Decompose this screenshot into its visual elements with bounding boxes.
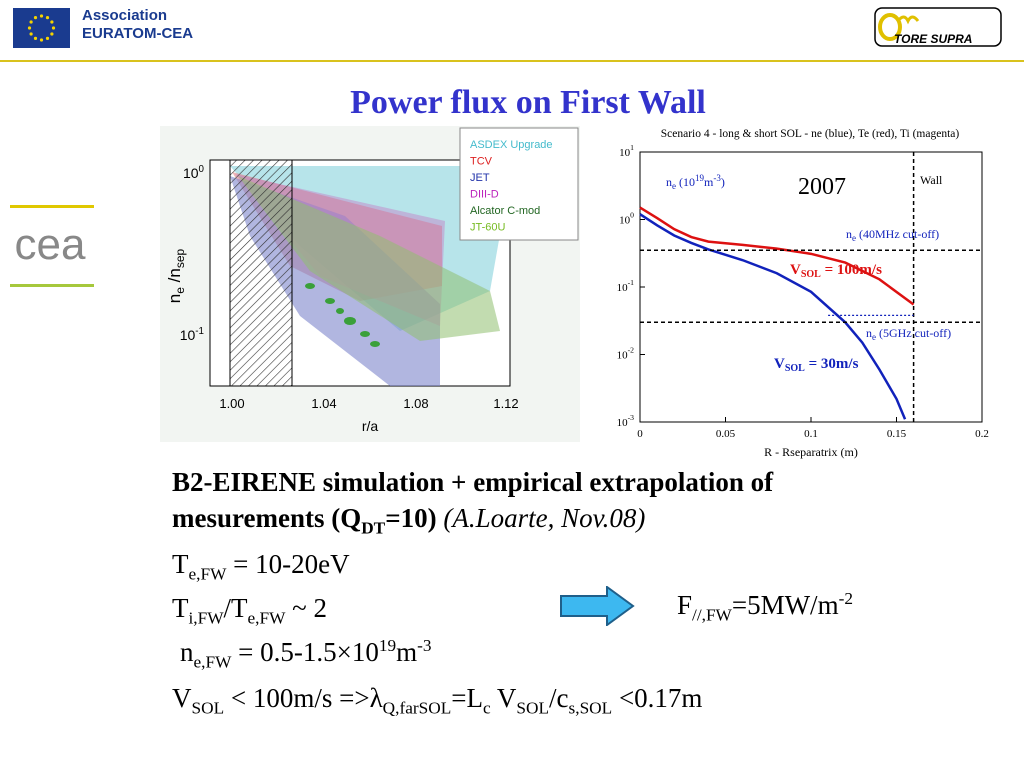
- chart-ytick-label: 10-1: [617, 278, 635, 294]
- eu-star-icon: [45, 36, 50, 40]
- left-xtick-label: 1.12: [493, 396, 518, 411]
- cutoff-40mhz-label: ne (40MHz cut-off): [846, 227, 939, 243]
- year-label: 2007: [798, 174, 846, 200]
- chart-xtick-label: 0.05: [716, 428, 736, 440]
- eu-star-icon: [29, 32, 33, 36]
- eu-star-icon: [51, 26, 56, 30]
- right-chart: Scenario 4 - long & short SOL - ne (blue…: [617, 128, 989, 459]
- association-label: Association EURATOM-CEA: [82, 7, 193, 43]
- chart-ytick-label: 100: [619, 211, 634, 227]
- te-fw-line: Te,FW = 10-20eV: [172, 549, 350, 584]
- ne-fw-line: ne,FW = 0.5-1.5×1019m-3: [180, 636, 432, 672]
- chart-xtick-label: 0.1: [804, 428, 818, 440]
- chart-ytick-label: 101: [619, 143, 634, 159]
- left-ytick-label: 100: [183, 164, 205, 181]
- body-line-2: mesurements (QDT=10) (A.Loarte, Nov.08): [172, 503, 646, 538]
- chart-plot-area: [639, 151, 983, 423]
- association-line-2: EURATOM-CEA: [82, 25, 194, 42]
- scatter-bands: [229, 160, 505, 386]
- flux-result: F//,FW=5MW/m-2: [677, 589, 853, 625]
- ti-te-ratio-line: Ti,FW/Te,FW ~ 2: [172, 593, 328, 628]
- cea-logo-text: cea: [15, 220, 86, 269]
- legend-entry: DIII-D: [470, 189, 499, 201]
- chart-title: Scenario 4 - long & short SOL - ne (blue…: [661, 128, 960, 140]
- left-xtick-label: 1.04: [311, 396, 336, 411]
- chart-xtick-label: 0.15: [887, 428, 907, 440]
- header-rule: [0, 60, 1024, 62]
- legend-entry: Alcator C-mod: [470, 205, 540, 217]
- right-arrow-icon: [560, 586, 635, 626]
- association-line-1: Association: [82, 7, 168, 24]
- legend-entry: JET: [470, 172, 490, 184]
- eu-star-icon: [29, 20, 33, 24]
- wall-label: Wall: [920, 173, 943, 187]
- chart-ytick-label: 10-2: [617, 346, 635, 362]
- chart-xtick-label: 0: [637, 428, 643, 440]
- left-xtick-label: 1.08: [403, 396, 428, 411]
- eu-star-icon: [33, 16, 38, 20]
- ne-unit-label: ne (1019m-3): [666, 173, 725, 191]
- eu-star-icon: [45, 16, 50, 20]
- eu-star-icon: [39, 38, 44, 42]
- left-ylabel: ne /nsep: [165, 248, 187, 303]
- eu-star-icon: [27, 26, 32, 30]
- vsol-100-label: VSOL = 100m/s: [790, 262, 882, 280]
- series-line-blue: [639, 213, 907, 420]
- slide-title: Power flux on First Wall: [350, 84, 706, 121]
- legend-entry: TCV: [470, 156, 493, 168]
- vsol-lambda-line: VSOL < 100m/s =>λQ,farSOL=Lc VSOL/cs,SOL…: [172, 683, 703, 718]
- cea-logo: cea: [10, 205, 94, 287]
- vsol-30-label: VSOL = 30m/s: [774, 356, 859, 374]
- chart-xlabel: R - Rseparatrix (m): [764, 445, 858, 459]
- left-figure: 100 10-1 1.00 1.04 1.08 1.12 r/a ne /nsep AS…: [160, 126, 580, 442]
- cutoff-5ghz-label: ne (5GHz cut-off): [866, 326, 951, 342]
- left-ytick-label: 10-1: [180, 326, 204, 343]
- body-line-1: B2-EIRENE simulation + empirical extrapo…: [172, 467, 774, 497]
- left-legend: ASDEX Upgrade TCV JET DIII-D Alcator C-mod JT…: [459, 127, 579, 241]
- left-xlabel: r/a: [362, 418, 379, 434]
- chart-ytick-label: 10-3: [617, 413, 635, 429]
- eu-star-icon: [50, 32, 54, 36]
- tore-supra-logo: TORE SUPRA: [874, 7, 1002, 47]
- chart-xtick-label: 0.2: [975, 428, 989, 440]
- eu-star-icon: [33, 36, 38, 40]
- tore-supra-text: TORE SUPRA: [894, 32, 972, 46]
- eu-flag-icon: [13, 8, 70, 48]
- legend-entry: JT-60U: [470, 222, 506, 234]
- eu-star-icon: [50, 20, 54, 24]
- series-line-red: [639, 206, 915, 306]
- legend-entry: ASDEX Upgrade: [470, 139, 553, 151]
- eu-star-icon: [39, 14, 44, 18]
- left-xtick-label: 1.00: [219, 396, 244, 411]
